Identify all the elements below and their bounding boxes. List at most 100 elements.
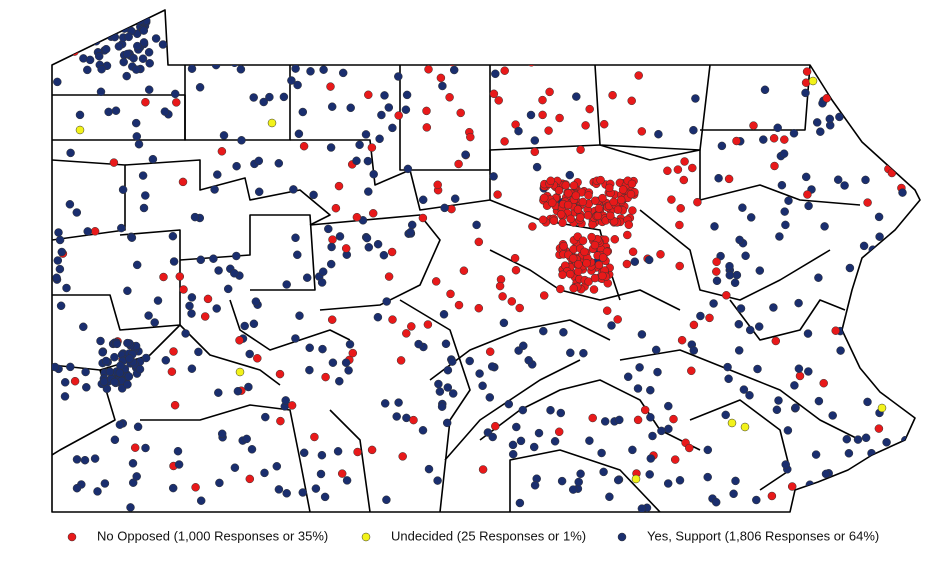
response-dot bbox=[637, 330, 647, 339]
response-dot bbox=[646, 454, 656, 463]
response-dot bbox=[566, 214, 575, 224]
response-dot bbox=[651, 345, 661, 355]
response-dot bbox=[441, 339, 451, 349]
response-dot bbox=[882, 307, 892, 316]
response-dot bbox=[92, 25, 102, 35]
response-dot bbox=[409, 46, 419, 55]
response-dot bbox=[66, 148, 75, 158]
response-dot bbox=[101, 44, 111, 54]
response-dot bbox=[320, 492, 330, 502]
response-dot bbox=[874, 424, 884, 433]
response-dot bbox=[367, 143, 377, 152]
response-dot bbox=[170, 89, 180, 99]
response-dot bbox=[599, 467, 608, 477]
response-dot bbox=[526, 110, 536, 120]
response-dot bbox=[573, 267, 583, 276]
response-dot bbox=[449, 65, 459, 75]
response-dot bbox=[62, 283, 71, 293]
response-dot bbox=[507, 297, 517, 306]
response-dot bbox=[588, 413, 597, 423]
response-dot bbox=[141, 191, 150, 200]
response-dot bbox=[777, 180, 787, 190]
response-dot bbox=[524, 356, 533, 365]
response-dot bbox=[722, 291, 731, 300]
response-dot bbox=[70, 47, 79, 56]
response-dot bbox=[110, 352, 119, 362]
response-dot bbox=[187, 364, 197, 373]
response-dot bbox=[787, 43, 796, 52]
response-dot bbox=[594, 260, 604, 270]
response-dot bbox=[293, 80, 302, 90]
response-dot bbox=[196, 255, 206, 265]
response-dot bbox=[478, 381, 487, 391]
response-dot bbox=[261, 412, 270, 422]
response-dot bbox=[568, 254, 578, 263]
response-dot bbox=[90, 454, 100, 463]
response-dot bbox=[104, 107, 113, 117]
response-dot bbox=[417, 48, 426, 57]
response-dot bbox=[645, 470, 654, 479]
response-dot bbox=[576, 37, 586, 46]
response-dot bbox=[72, 455, 82, 464]
response-dot bbox=[759, 135, 768, 144]
response-dot bbox=[599, 119, 609, 129]
response-dot bbox=[608, 90, 617, 100]
response-dot bbox=[869, 11, 879, 20]
response-dot bbox=[384, 103, 394, 112]
response-dot bbox=[725, 270, 735, 280]
response-dot bbox=[118, 185, 128, 194]
response-dot bbox=[724, 174, 734, 184]
response-dot bbox=[685, 443, 694, 453]
response-dot bbox=[654, 129, 663, 139]
response-dot bbox=[554, 186, 564, 195]
response-dot bbox=[375, 134, 384, 144]
response-dot bbox=[409, 56, 419, 66]
response-dot bbox=[240, 321, 249, 331]
response-dot bbox=[853, 435, 863, 444]
response-dot bbox=[667, 195, 676, 204]
response-dot bbox=[127, 233, 137, 242]
response-dot bbox=[447, 204, 456, 214]
response-dot bbox=[230, 269, 239, 278]
response-dot bbox=[571, 191, 581, 200]
response-dot bbox=[114, 42, 124, 51]
response-dot bbox=[649, 36, 658, 46]
response-dot bbox=[556, 210, 566, 219]
response-dot bbox=[382, 297, 391, 306]
response-dot bbox=[81, 15, 91, 24]
response-dot bbox=[361, 130, 371, 139]
response-dot bbox=[816, 39, 826, 49]
response-dot bbox=[337, 469, 347, 478]
response-dot bbox=[448, 389, 458, 398]
response-dot bbox=[364, 90, 373, 100]
response-dot bbox=[569, 181, 579, 190]
response-dot bbox=[516, 436, 526, 446]
legend-swatch bbox=[617, 532, 627, 542]
response-dot bbox=[346, 103, 355, 113]
response-dot bbox=[118, 20, 127, 29]
response-dot bbox=[508, 440, 518, 450]
response-dot bbox=[808, 76, 818, 86]
response-dot bbox=[414, 339, 423, 349]
response-dot bbox=[274, 485, 284, 494]
response-dot bbox=[703, 472, 712, 482]
response-dot bbox=[576, 145, 585, 154]
response-dot bbox=[600, 417, 610, 426]
response-dot bbox=[803, 329, 813, 338]
response-dot bbox=[123, 338, 132, 348]
response-dot bbox=[353, 447, 362, 457]
response-dot bbox=[736, 304, 746, 313]
response-dot bbox=[790, 381, 799, 390]
response-dot bbox=[141, 97, 150, 107]
response-dot bbox=[435, 387, 445, 396]
response-dot bbox=[623, 372, 633, 382]
response-dot bbox=[796, 19, 805, 28]
response-dot bbox=[606, 211, 615, 221]
response-dot bbox=[335, 376, 344, 386]
response-dot bbox=[816, 127, 825, 136]
response-dot bbox=[568, 485, 578, 494]
response-dot bbox=[565, 269, 575, 279]
response-dot bbox=[657, 426, 666, 436]
response-dot bbox=[869, 459, 878, 468]
response-dot bbox=[418, 426, 428, 435]
